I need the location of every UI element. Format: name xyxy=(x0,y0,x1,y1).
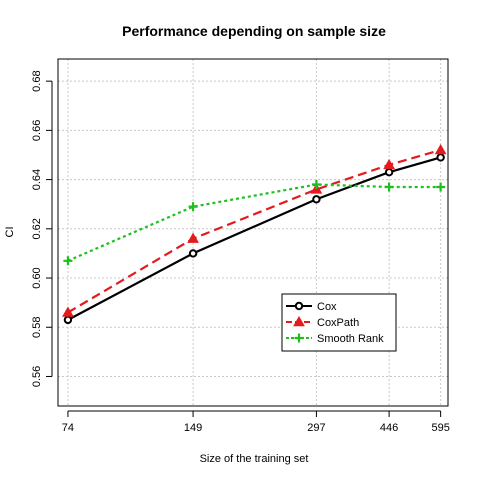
legend-label: Cox xyxy=(317,301,337,313)
data-point xyxy=(63,315,73,325)
data-point xyxy=(187,232,199,243)
legend-item: Cox xyxy=(286,301,337,313)
y-tick-label: 0.64 xyxy=(31,169,43,190)
chart-title: Performance depending on sample size xyxy=(122,23,386,39)
y-tick-label: 0.58 xyxy=(31,317,43,338)
data-point xyxy=(383,158,395,170)
x-tick-label: 595 xyxy=(431,422,449,434)
plot-frame xyxy=(57,58,449,407)
y-axis-label: CI xyxy=(4,227,16,238)
legend-label: CoxPath xyxy=(317,317,359,329)
series-2 xyxy=(63,180,446,266)
legend-item: Smooth Rank xyxy=(286,333,384,345)
y-axis: 0.56 0.58 0.60 0.62 0.64 0.66 0.68 xyxy=(31,70,53,387)
y-tick-label: 0.62 xyxy=(31,218,43,239)
x-axis-label: Size of the training set xyxy=(200,453,309,465)
data-point xyxy=(384,182,394,192)
x-axis: 74 149 297 446 595 xyxy=(62,410,450,434)
series-line xyxy=(67,148,441,314)
data-point xyxy=(188,202,198,212)
data-point xyxy=(62,306,74,317)
data-point xyxy=(436,182,446,192)
legend-marker xyxy=(294,301,304,311)
legend-item: CoxPath xyxy=(286,315,359,329)
y-tick-label: 0.66 xyxy=(31,120,43,141)
data-point xyxy=(312,195,321,204)
data-point xyxy=(436,153,445,162)
x-tick-label: 149 xyxy=(184,422,202,434)
y-tick-label: 0.60 xyxy=(31,267,43,288)
y-tick-label: 0.56 xyxy=(31,366,43,387)
legend-label: Smooth Rank xyxy=(317,333,384,345)
data-point xyxy=(63,256,73,266)
series-line xyxy=(67,183,441,262)
series xyxy=(62,144,447,325)
x-tick-label: 446 xyxy=(380,422,398,434)
legend: Cox CoxPath Smooth Rank xyxy=(281,293,397,352)
y-tick-label: 0.68 xyxy=(31,70,43,91)
legend-marker xyxy=(294,333,304,343)
data-point xyxy=(188,249,198,258)
data-point xyxy=(384,168,394,177)
legend-marker xyxy=(293,315,305,327)
data-point xyxy=(434,144,447,155)
data-point xyxy=(311,180,321,190)
x-tick-label: 74 xyxy=(62,422,74,434)
x-tick-label: 297 xyxy=(307,422,325,434)
